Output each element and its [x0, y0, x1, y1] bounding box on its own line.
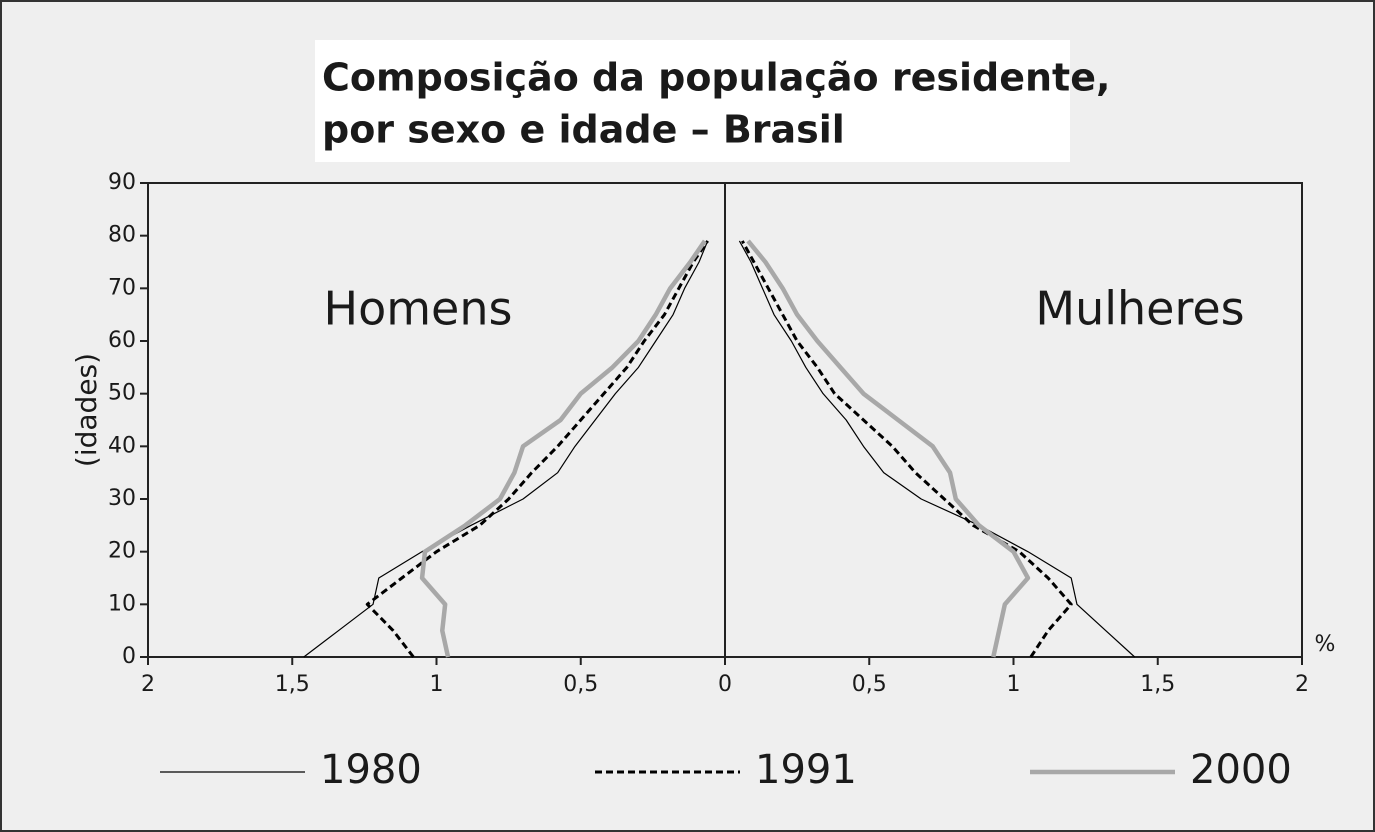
chart-title: Composição da população residente, — [322, 56, 1110, 100]
x-tick-label: 1,5 — [1140, 672, 1175, 697]
data-line — [746, 239, 1031, 658]
data-line — [365, 240, 709, 658]
x-tick-label: 0,5 — [852, 672, 887, 697]
x-tick-label: 2 — [1295, 672, 1309, 697]
legend-label: 1980 — [320, 747, 422, 793]
x-tick-label: 0 — [718, 672, 732, 697]
y-tick-label: 30 — [108, 486, 136, 511]
x-unit: % — [1315, 632, 1336, 657]
y-tick-label: 70 — [108, 275, 136, 300]
x-tick-label: 0,5 — [563, 672, 598, 697]
data-line — [419, 239, 707, 658]
title-box — [315, 40, 1070, 162]
legend-label: 1991 — [755, 747, 857, 793]
x-tick-label: 1,5 — [275, 672, 310, 697]
y-tick-label: 60 — [108, 328, 136, 353]
y-tick-label: 40 — [108, 433, 136, 458]
data-line — [303, 240, 709, 658]
y-tick-label: 50 — [108, 381, 136, 406]
y-tick-label: 20 — [108, 539, 136, 564]
x-tick-label: 1 — [1007, 672, 1021, 697]
chart-title: por sexo e idade – Brasil — [322, 108, 845, 152]
data-line — [740, 240, 1073, 658]
annotation: Homens — [324, 282, 513, 336]
y-tick-label: 90 — [108, 170, 136, 195]
annotation: Mulheres — [1035, 282, 1244, 336]
x-tick-label: 1 — [430, 672, 444, 697]
y-tick-label: 80 — [108, 223, 136, 248]
y-axis-label: (idades) — [70, 353, 103, 467]
legend-label: 2000 — [1190, 747, 1292, 793]
data-line — [738, 240, 1136, 658]
y-tick-label: 10 — [108, 591, 136, 616]
x-tick-label: 2 — [141, 672, 155, 697]
y-tick-label: 0 — [122, 644, 136, 669]
